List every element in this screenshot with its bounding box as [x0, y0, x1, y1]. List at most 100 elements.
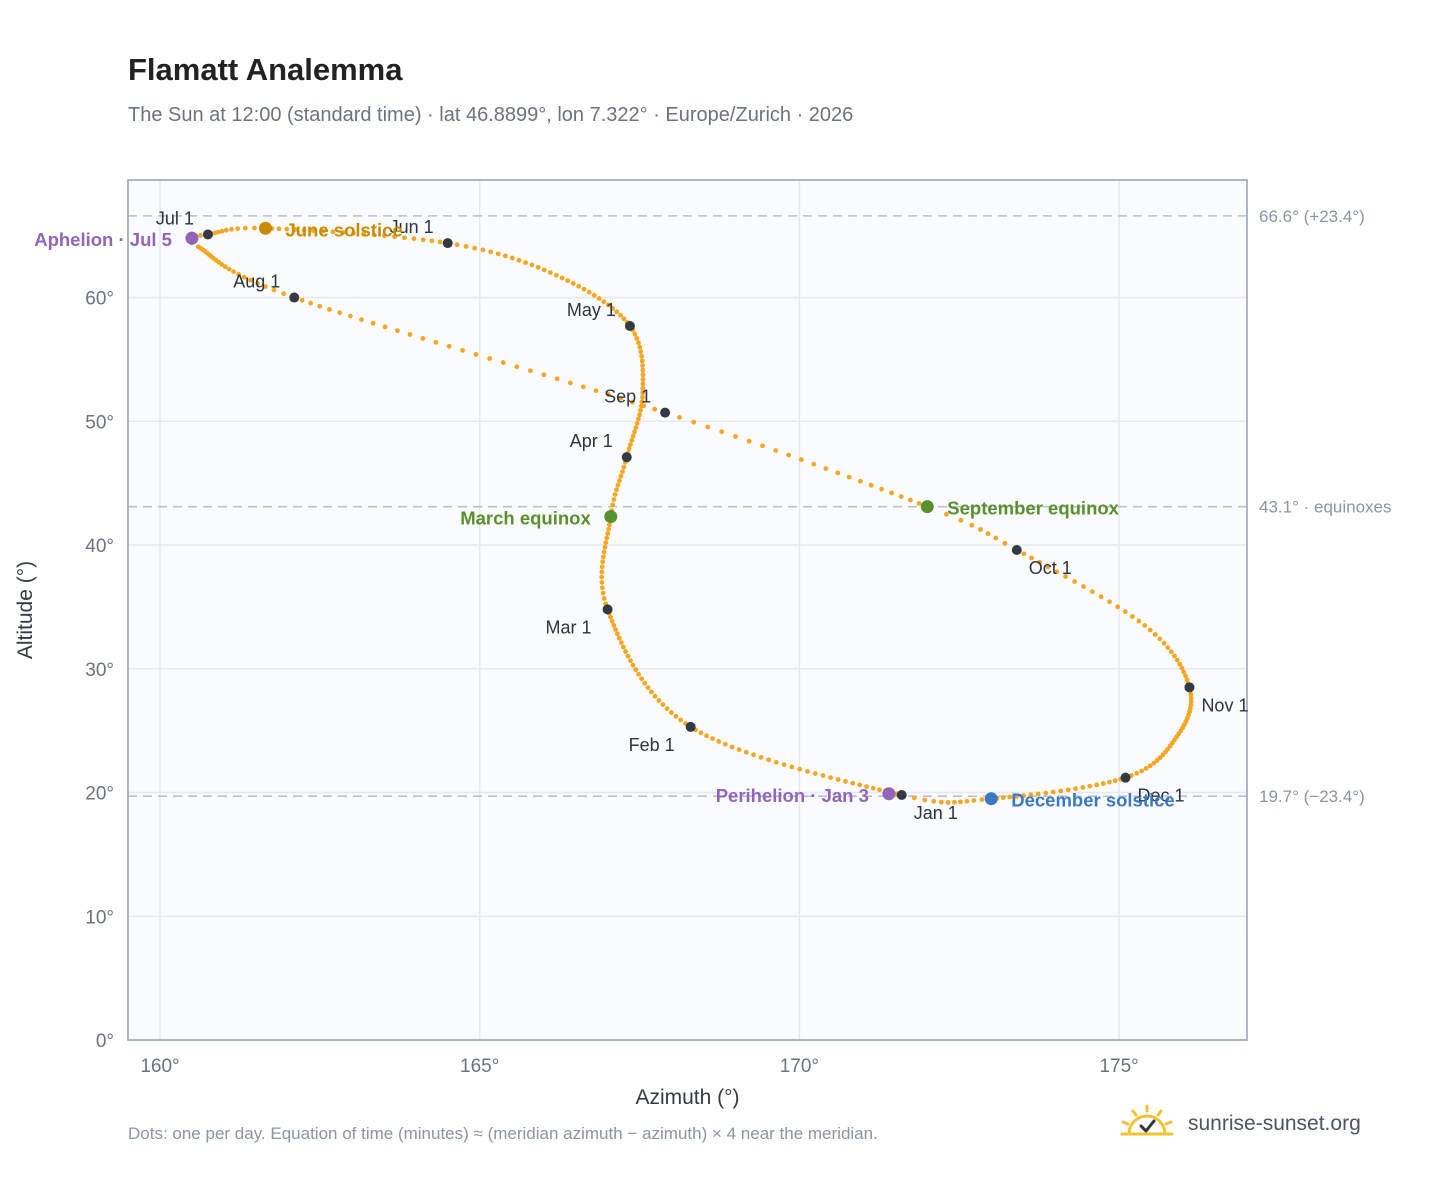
daily-sun-dot	[600, 554, 606, 560]
daily-sun-dot	[958, 799, 963, 805]
y-tick-label: 40°	[85, 536, 114, 557]
daily-sun-dot	[1065, 787, 1071, 793]
daily-sun-dot	[985, 531, 991, 537]
daily-sun-dot	[652, 693, 658, 699]
daily-sun-dot	[1021, 793, 1026, 799]
daily-sun-dot	[1007, 794, 1013, 800]
y-tick-label: 50°	[85, 412, 114, 433]
daily-sun-dot	[1143, 766, 1149, 771]
daily-sun-dot	[382, 324, 388, 330]
month-marker	[624, 321, 635, 332]
daily-sun-dot	[611, 622, 617, 628]
daily-sun-dot	[979, 797, 985, 802]
daily-sun-dot	[284, 226, 290, 232]
daily-sun-dot	[454, 242, 460, 248]
daily-sun-dot	[850, 780, 856, 786]
daily-sun-dot	[1098, 594, 1104, 600]
daily-sun-dot	[719, 429, 725, 435]
daily-sun-dot	[640, 381, 646, 387]
daily-sun-dot	[1080, 785, 1086, 790]
month-label: Jan 1	[914, 803, 958, 823]
daily-sun-dot	[691, 419, 697, 425]
daily-sun-dot	[473, 352, 479, 357]
month-marker	[602, 604, 613, 615]
daily-sun-dot	[1161, 640, 1167, 646]
daily-sun-dot	[843, 779, 848, 784]
daily-sun-dot	[402, 235, 407, 241]
event-label: December solstice	[1011, 790, 1175, 811]
daily-sun-dot	[614, 487, 619, 493]
daily-sun-dot	[612, 492, 618, 497]
daily-sun-dot	[1073, 786, 1079, 792]
daily-sun-dot	[978, 527, 983, 532]
daily-sun-dot	[255, 280, 260, 286]
daily-sun-dot	[1157, 636, 1163, 642]
daily-sun-dot	[938, 799, 944, 805]
daily-sun-dot	[621, 464, 627, 470]
daily-sun-dot	[601, 299, 607, 305]
daily-sun-dot	[931, 798, 937, 804]
daily-sun-dot	[1081, 584, 1086, 589]
daily-sun-dot	[1094, 782, 1100, 788]
daily-sun-dot	[916, 501, 922, 506]
daily-sun-dot	[281, 291, 287, 297]
daily-sun-dot	[1188, 699, 1194, 705]
daily-sun-dot	[219, 262, 225, 267]
daily-sun-dot	[613, 627, 618, 632]
daily-sun-dot	[222, 264, 228, 270]
daily-sun-dot	[964, 798, 970, 804]
daily-sun-dot	[1181, 669, 1187, 675]
daily-sun-dot	[805, 768, 810, 774]
daily-sun-dot	[640, 390, 646, 396]
daily-sun-dot	[446, 343, 452, 349]
daily-sun-dot	[1147, 763, 1153, 769]
daily-sun-dot	[958, 517, 964, 523]
daily-sun-dot	[751, 752, 756, 758]
reference-line-label: 66.6° (+23.4°)	[1259, 207, 1365, 226]
daily-sun-dot	[789, 764, 795, 770]
daily-sun-dot	[460, 347, 465, 353]
daily-sun-dot	[1037, 559, 1042, 565]
daily-sun-dot	[500, 360, 506, 365]
daily-sun-dot	[616, 635, 622, 641]
daily-sun-dot	[1072, 579, 1077, 584]
daily-sun-dot	[223, 227, 229, 233]
daily-sun-dot	[1142, 623, 1148, 628]
daily-sun-dot	[547, 270, 553, 275]
daily-sun-dot	[437, 239, 443, 245]
daily-sun-dot	[607, 522, 612, 528]
daily-sun-dot	[599, 574, 605, 580]
daily-sun-dot	[1000, 795, 1006, 801]
month-label: Nov 1	[1201, 695, 1248, 715]
daily-sun-dot	[1050, 789, 1056, 795]
daily-sun-dot	[835, 470, 841, 476]
daily-sun-dot	[502, 253, 508, 259]
daily-sun-dot	[262, 284, 268, 289]
daily-sun-dot	[554, 376, 560, 382]
month-marker	[442, 238, 453, 249]
daily-sun-dot	[1157, 755, 1163, 761]
daily-sun-dot	[630, 433, 636, 439]
brand[interactable]: sunrise-sunset.org	[1120, 1104, 1361, 1144]
daily-sun-dot	[786, 452, 792, 458]
daily-sun-dot	[327, 307, 332, 312]
daily-sun-dot	[606, 526, 612, 532]
chart-title: Flamatt Analemma	[128, 52, 403, 87]
daily-sun-dot	[580, 384, 586, 390]
daily-sun-dot	[1139, 768, 1145, 774]
daily-sun-dot	[877, 787, 882, 793]
daily-sun-dot	[392, 234, 397, 240]
daily-sun-dot	[242, 225, 248, 231]
daily-sun-dot	[488, 249, 494, 255]
month-marker	[1184, 682, 1195, 693]
event-marker	[920, 500, 934, 514]
daily-sun-dot	[639, 353, 645, 359]
y-tick-label: 60°	[85, 289, 114, 310]
daily-sun-dot	[1029, 555, 1034, 561]
month-marker	[896, 789, 907, 800]
daily-sun-dot	[599, 579, 605, 585]
daily-sun-dot	[835, 777, 841, 782]
daily-sun-dot	[317, 303, 323, 309]
month-label: May 1	[567, 300, 616, 320]
daily-sun-dot	[798, 457, 804, 463]
